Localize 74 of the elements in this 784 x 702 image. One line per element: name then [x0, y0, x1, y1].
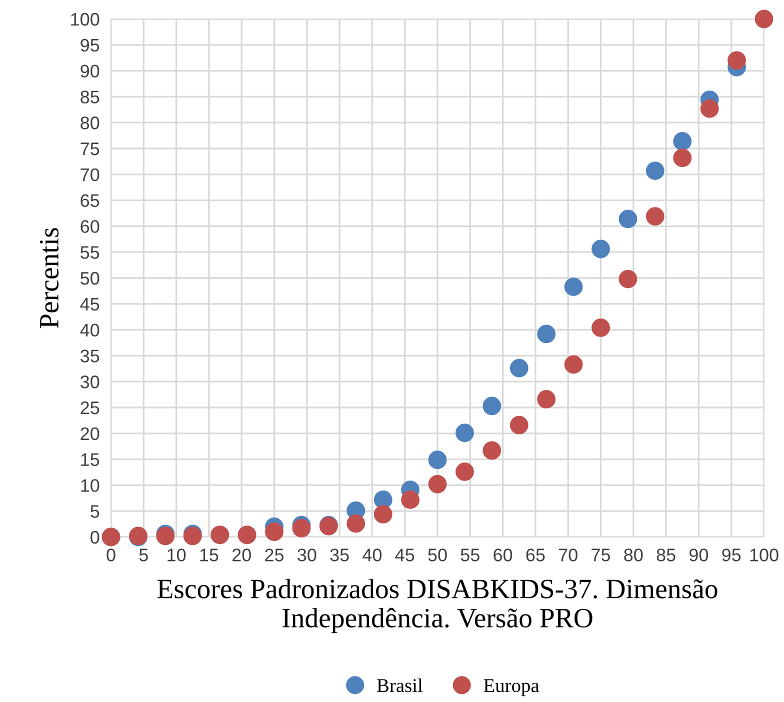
x-tick-label: 95 [722, 548, 741, 562]
legend-label: Europa [484, 679, 540, 696]
x-tick-label: 30 [298, 548, 316, 562]
x-tick-label: 10 [168, 548, 186, 562]
y-tick-label: 25 [80, 401, 100, 414]
x-tick-label: 70 [558, 548, 578, 562]
point [700, 99, 719, 118]
y-tick-label: 50 [80, 272, 100, 285]
x-tick-label: 50 [428, 548, 447, 562]
point [510, 358, 528, 378]
y-tick-label: 90 [80, 64, 100, 78]
point [592, 240, 610, 258]
point [374, 505, 392, 524]
y-tick-label: 45 [80, 298, 100, 311]
y-tick-label: 70 [80, 168, 100, 182]
point [618, 210, 638, 228]
x-tick-label: 45 [395, 548, 414, 562]
x-tick-label: 55 [460, 548, 480, 562]
y-tick-label: 30 [80, 376, 100, 388]
x-axis-title: Escores Padronizados DISABKIDS-37. Dimensão Independência. Versão PRO [157, 578, 718, 634]
point [456, 462, 474, 481]
y-tick-label: 60 [80, 220, 100, 233]
x-tick-label: 75 [592, 548, 610, 562]
point [564, 278, 583, 296]
y-tick-label: 40 [80, 324, 100, 337]
x-tick-label: 40 [362, 548, 382, 562]
y-axis-title: Percentis [40, 228, 59, 328]
x-tick-label: 100 [750, 548, 778, 562]
y-tick-label: 35 [80, 350, 100, 362]
point [754, 10, 774, 28]
point [646, 162, 664, 180]
y-tick-label: 0 [90, 530, 100, 544]
x-tick-label: 20 [232, 548, 251, 562]
legend-label: Brasil [377, 678, 423, 692]
point [482, 396, 502, 416]
y-tick-label: 55 [80, 246, 100, 259]
x-tick-label: 0 [106, 548, 116, 562]
point [428, 474, 447, 494]
y-tick-label: 65 [80, 194, 100, 208]
y-tick-label: 20 [80, 427, 100, 440]
point [346, 514, 366, 533]
y-tick-label: 10 [81, 479, 100, 492]
point [510, 416, 528, 434]
y-tick-label: 100 [71, 12, 100, 26]
x-tick-label: 5 [139, 548, 148, 562]
point [537, 324, 556, 344]
y-tick-label: 15 [81, 453, 100, 466]
point [537, 390, 556, 408]
x-tick-label: 65 [526, 548, 545, 562]
point [401, 490, 420, 509]
point [265, 522, 284, 542]
x-tick-label: 80 [624, 548, 643, 562]
y-tick-label: 85 [80, 90, 100, 104]
point [673, 132, 692, 150]
y-tick-label: 80 [80, 116, 100, 130]
x-tick-label: 15 [200, 548, 218, 562]
point [456, 424, 474, 442]
point [728, 51, 746, 70]
x-tick-label: 35 [330, 548, 349, 562]
point [482, 441, 502, 460]
x-tick-label: 25 [265, 548, 284, 562]
x-tick-label: 60 [494, 548, 512, 562]
point [618, 270, 638, 288]
point [646, 207, 664, 226]
x-tick-label: 90 [690, 548, 708, 562]
x-tick-label: 85 [656, 548, 676, 562]
point [564, 355, 583, 374]
point [673, 148, 692, 168]
point [292, 518, 311, 538]
point [592, 318, 610, 337]
y-tick-label: 95 [80, 38, 100, 52]
y-tick-label: 5 [90, 505, 100, 518]
y-tick-label: 75 [80, 142, 100, 156]
point [428, 450, 447, 470]
